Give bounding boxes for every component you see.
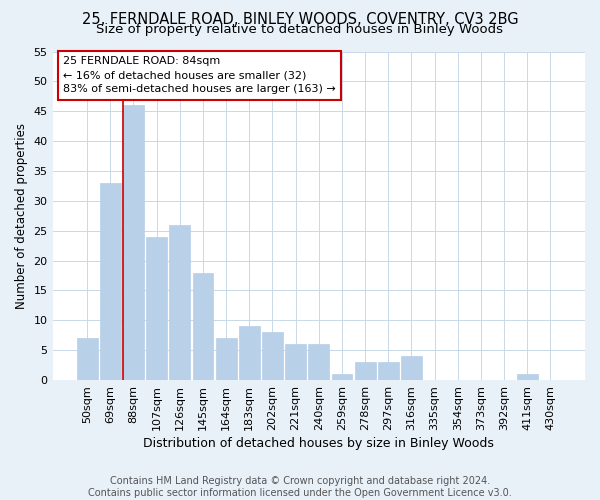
Bar [401, 356, 422, 380]
Bar [100, 183, 121, 380]
Bar [332, 374, 352, 380]
Text: 25 FERNDALE ROAD: 84sqm
← 16% of detached houses are smaller (32)
83% of semi-de: 25 FERNDALE ROAD: 84sqm ← 16% of detache… [63, 56, 336, 94]
Bar [169, 224, 190, 380]
Text: 25, FERNDALE ROAD, BINLEY WOODS, COVENTRY, CV3 2BG: 25, FERNDALE ROAD, BINLEY WOODS, COVENTR… [82, 12, 518, 28]
Bar [193, 272, 214, 380]
Bar [216, 338, 236, 380]
Bar [355, 362, 376, 380]
Y-axis label: Number of detached properties: Number of detached properties [15, 123, 28, 309]
X-axis label: Distribution of detached houses by size in Binley Woods: Distribution of detached houses by size … [143, 437, 494, 450]
Bar [239, 326, 260, 380]
Bar [123, 106, 144, 380]
Bar [517, 374, 538, 380]
Text: Size of property relative to detached houses in Binley Woods: Size of property relative to detached ho… [97, 22, 503, 36]
Text: Contains HM Land Registry data © Crown copyright and database right 2024.
Contai: Contains HM Land Registry data © Crown c… [88, 476, 512, 498]
Bar [378, 362, 398, 380]
Bar [308, 344, 329, 380]
Bar [262, 332, 283, 380]
Bar [146, 236, 167, 380]
Bar [77, 338, 98, 380]
Bar [285, 344, 306, 380]
